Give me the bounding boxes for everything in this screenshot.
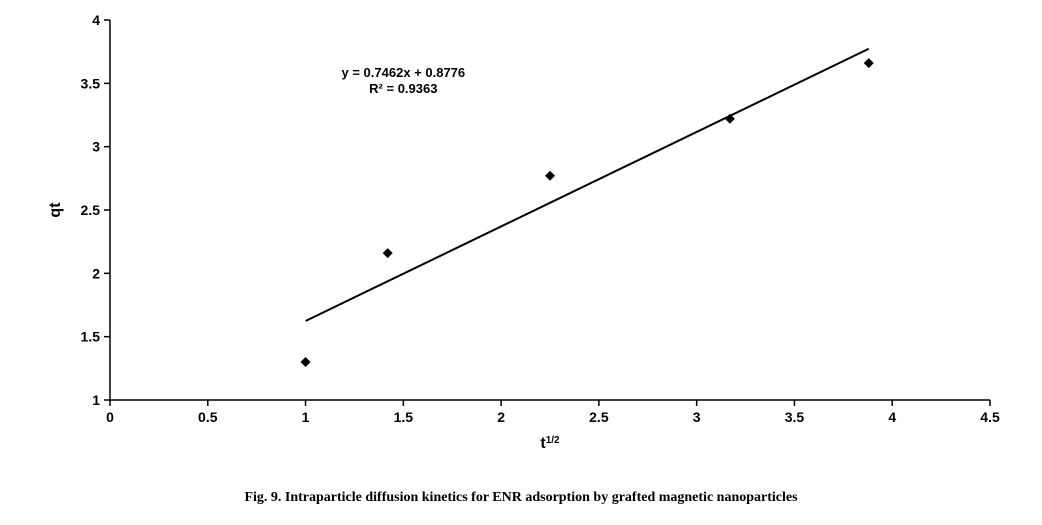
x-tick-label: 3.5 [785,409,805,425]
x-axis-label: t1/2 [540,435,560,453]
y-tick-label: 3.5 [81,75,101,91]
x-tick-label: 0 [106,409,114,425]
x-tick-label: 2 [497,409,505,425]
x-tick-label: 0.5 [198,409,218,425]
x-tick-label: 1 [302,409,310,425]
y-tick-label: 1 [92,392,100,408]
data-point [545,171,555,181]
y-axis-label: qt [47,202,64,218]
x-tick-label: 2.5 [589,409,609,425]
x-tick-label: 4.5 [980,409,1000,425]
equation-line2: R² = 0.9363 [369,81,437,96]
figure-page: 0 0.5 1 1.5 2 2.5 3 3.5 4 4.5 1 1.5 2 2.5 3 3.5 4 t1/2 qt y… [0,0,1042,525]
figure-caption: Fig. 9. Intraparticle diffusion kinetics… [0,490,1042,506]
x-tick-label: 4 [888,409,896,425]
data-point [864,58,874,68]
data-point [383,248,393,258]
y-tick-label: 1.5 [81,329,101,345]
y-tick-label: 2 [92,265,100,281]
y-tick-label: 4 [92,12,100,28]
data-point [725,114,735,124]
equation-line1: y = 0.7462x + 0.8776 [342,65,466,80]
chart-container: 0 0.5 1 1.5 2 2.5 3 3.5 4 4.5 1 1.5 2 2.5 3 3.5 4 t1/2 qt y… [30,10,1012,470]
scatter-chart: 0 0.5 1 1.5 2 2.5 3 3.5 4 4.5 1 1.5 2 2.5 3 3.5 4 t1/2 qt y… [30,10,1012,470]
y-tick-label: 2.5 [81,202,101,218]
x-tick-label: 1.5 [394,409,414,425]
y-tick-label: 3 [92,139,100,155]
x-tick-label: 3 [693,409,701,425]
data-point [301,357,311,367]
